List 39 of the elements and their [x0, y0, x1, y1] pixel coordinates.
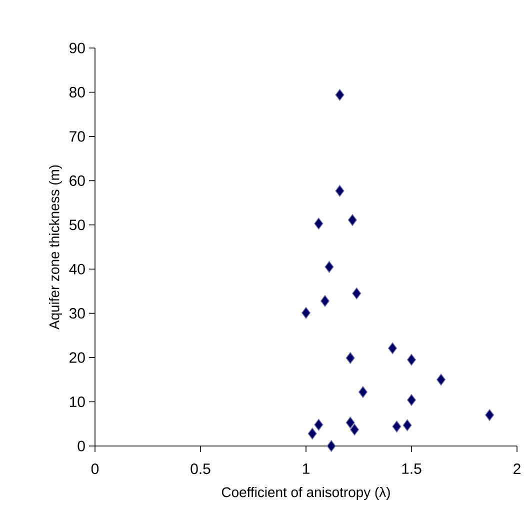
y-tick-label: 70	[70, 131, 85, 142]
point	[314, 218, 324, 230]
y-tick-label: 90	[70, 42, 85, 54]
point	[352, 288, 362, 300]
x-tick-label: 0.5	[190, 464, 210, 474]
y-tick-label: 50	[69, 220, 85, 230]
point	[436, 374, 446, 386]
point	[320, 295, 330, 307]
y-tick-label: 20	[70, 352, 85, 363]
y-tick-label: 30	[69, 308, 85, 319]
point	[346, 352, 355, 364]
point	[346, 416, 355, 428]
y-axis-title: Aquifer zone thickness (m)	[49, 165, 62, 330]
point	[392, 420, 402, 432]
x-tick-label: 2	[514, 464, 520, 474]
point	[348, 214, 357, 226]
point	[301, 306, 311, 319]
x-tick-label: 1	[302, 464, 310, 474]
point	[406, 354, 416, 366]
point	[314, 418, 324, 431]
point	[402, 419, 412, 432]
y-tick-label: 80	[70, 86, 85, 98]
point	[485, 409, 494, 421]
point	[335, 184, 344, 197]
point	[358, 386, 368, 398]
point	[324, 261, 334, 273]
point	[335, 88, 344, 101]
point	[326, 440, 336, 452]
point	[388, 342, 398, 354]
x-tick-label: 1.5	[402, 464, 422, 474]
x-tick-label: 0	[91, 464, 99, 474]
y-tick-label: 40	[69, 264, 85, 274]
point	[350, 424, 360, 436]
x-axis-title: Coefficient of anisotropy (λ)	[222, 486, 390, 500]
y-tick-label: 10	[70, 396, 85, 408]
y-tick-label: 0	[78, 440, 85, 452]
point	[308, 428, 317, 440]
point	[406, 394, 416, 406]
y-tick-label: 60	[70, 175, 85, 186]
